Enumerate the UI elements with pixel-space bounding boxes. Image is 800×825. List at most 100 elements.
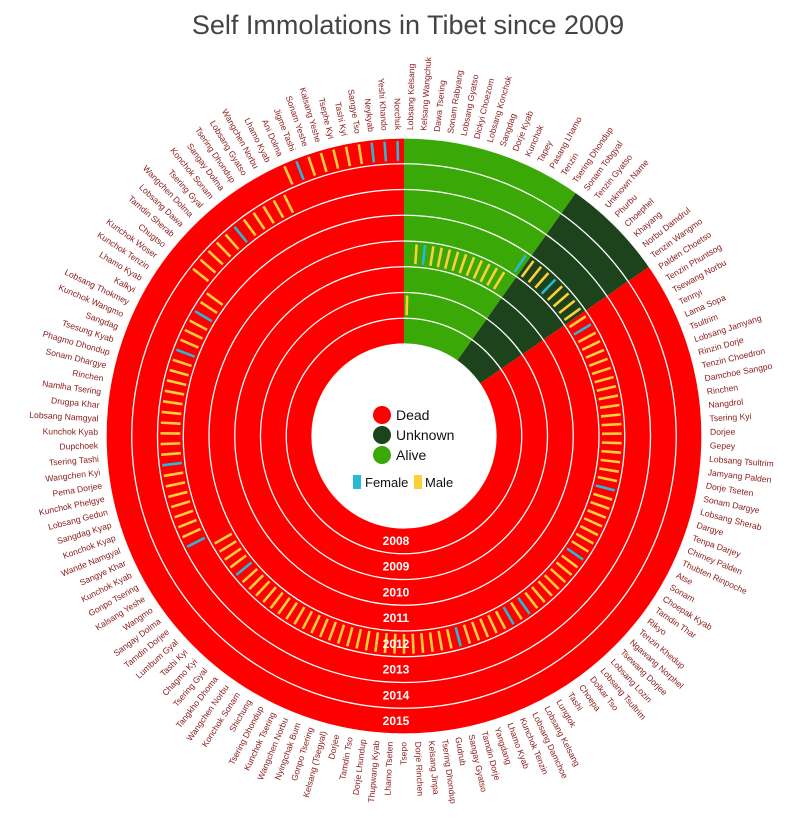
gender-mark: [215, 241, 232, 258]
ring-divider: [234, 266, 574, 606]
gender-mark: [596, 384, 617, 392]
gender-mark: [472, 259, 484, 280]
gender-mark: [277, 596, 291, 615]
year-label: 2009: [383, 560, 410, 574]
gender-mark: [199, 258, 217, 274]
gender-mark: [172, 358, 192, 368]
gender-marks: [160, 141, 622, 654]
gender-mark: [520, 260, 535, 278]
gender-mark: [558, 299, 576, 315]
year-label: 2014: [383, 688, 410, 702]
legend-alive-swatch: [373, 446, 391, 464]
name-label: Gudrub: [453, 736, 468, 766]
name-label: Lobsang Namgyal: [29, 410, 99, 424]
gender-mark: [161, 451, 182, 457]
name-label: Lobsang Tsultrim: [709, 454, 774, 469]
gender-mark: [199, 301, 218, 315]
gender-mark: [184, 328, 204, 340]
gender-mark: [318, 618, 329, 638]
gender-mark: [470, 621, 481, 641]
name-label: Tamdin Tso: [337, 736, 354, 781]
legend-dead-label: Dead: [396, 407, 429, 423]
gender-mark: [585, 348, 605, 359]
gender-mark: [445, 628, 453, 649]
gender-mark: [224, 233, 240, 251]
gender-mark: [161, 410, 182, 416]
gender-mark: [383, 633, 388, 654]
gender-mark: [486, 267, 499, 286]
gender-mark: [414, 244, 418, 265]
gender-mark: [534, 272, 550, 289]
gender-mark: [451, 251, 460, 272]
name-label: Rinchen: [72, 368, 105, 384]
gender-mark: [601, 441, 622, 445]
year-label: 2010: [383, 585, 410, 599]
gender-mark: [597, 475, 618, 483]
gender-mark: [537, 580, 553, 597]
legend-unknown-label: Unknown: [396, 427, 454, 443]
ring-divider: [105, 137, 703, 735]
year-labels: 2008 2009 2010 2011 2012 2013 2014 2015: [383, 534, 410, 728]
gender-mark: [186, 536, 206, 548]
gender-mark: [235, 561, 253, 576]
gender-mark: [583, 517, 603, 528]
gender-mark: [160, 442, 181, 446]
name-label: Dorjee: [710, 427, 736, 437]
name-label: Thupwang Kyab: [366, 740, 381, 803]
gender-mark: [169, 368, 189, 377]
year-label: 2015: [383, 714, 410, 728]
gender-mark: [492, 271, 506, 290]
gender-mark: [177, 518, 198, 529]
gender-mark: [194, 310, 213, 323]
ring-divider: [285, 317, 523, 555]
gender-mark: [531, 586, 546, 603]
gender-mark: [598, 394, 619, 401]
gender-mark: [332, 149, 340, 170]
year-label: 2012: [383, 637, 410, 651]
gender-mark: [494, 610, 507, 630]
gender-mark: [295, 160, 305, 181]
name-label: Kunchok Kyab: [43, 426, 99, 437]
gender-mark: [165, 481, 186, 488]
gender-mark: [282, 194, 295, 214]
gender-mark: [242, 218, 257, 237]
gender-mark: [509, 601, 523, 620]
gender-mark: [364, 630, 371, 651]
gender-mark: [383, 141, 388, 162]
name-label: Gepey: [710, 440, 736, 451]
gender-mark: [272, 199, 285, 219]
gender-mark: [527, 266, 543, 283]
gender-mark: [189, 319, 208, 331]
gender-mark: [205, 292, 224, 306]
gender-mark: [502, 606, 515, 625]
name-label: Neykyab: [363, 98, 377, 133]
gender-mark: [164, 389, 185, 396]
gender-mark: [421, 245, 427, 265]
gender-mark: [374, 632, 380, 653]
gender-mark: [293, 606, 306, 625]
gender-mark: [175, 348, 196, 358]
gender-mark: [229, 554, 247, 569]
gender-mark: [600, 413, 621, 418]
gender-mark: [241, 567, 259, 584]
gender-mark: [588, 357, 609, 368]
gender-mark: [436, 247, 443, 268]
legend-male-label: Male: [425, 475, 453, 490]
gender-mark: [301, 610, 314, 630]
gender-mark: [248, 574, 265, 591]
gender-mark: [170, 500, 191, 509]
gender-mark: [162, 400, 183, 406]
name-label: Rinchen: [706, 382, 739, 396]
gender-mark: [594, 375, 614, 384]
gender-mark: [393, 633, 397, 654]
legend-unknown-swatch: [373, 426, 391, 444]
gender-mark: [162, 461, 183, 467]
gender-mark: [590, 500, 610, 510]
gender-mark: [262, 205, 275, 224]
gender-mark: [549, 567, 567, 584]
gender-mark: [573, 323, 592, 336]
gender-mark: [454, 626, 462, 647]
legend-dead-swatch: [373, 406, 391, 424]
name-label: Nangdrol: [708, 397, 744, 410]
